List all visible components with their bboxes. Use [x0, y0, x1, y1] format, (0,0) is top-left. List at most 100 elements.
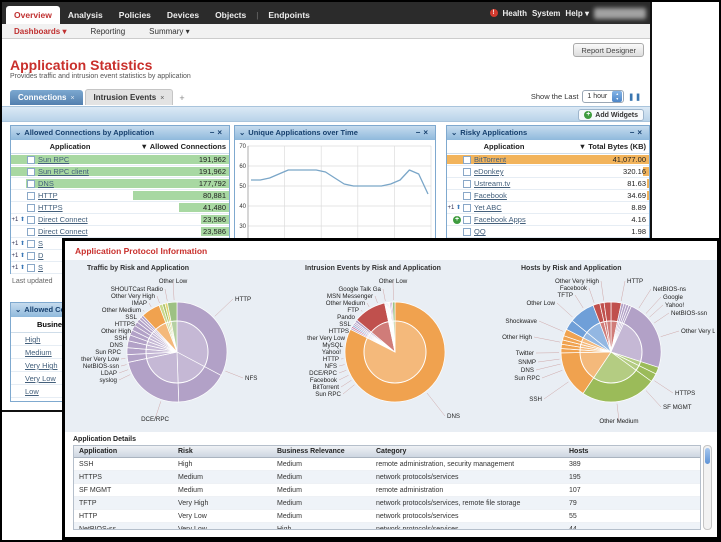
row-checkbox[interactable]	[27, 239, 35, 248]
row-checkbox[interactable]	[463, 227, 471, 236]
nav-tab-devices[interactable]: Devices	[166, 10, 200, 20]
application-link[interactable]: Direct Connect	[38, 227, 88, 236]
application-link[interactable]: Facebook Apps	[474, 215, 526, 224]
row-checkbox[interactable]	[463, 203, 471, 212]
nav-tab-endpoints[interactable]: Endpoints	[268, 10, 310, 20]
svg-text:DCE/RPC: DCE/RPC	[309, 370, 337, 377]
svg-text:40: 40	[239, 204, 246, 210]
application-protocol-popup: Application Protocol Information Traffic…	[62, 238, 720, 540]
application-link[interactable]: Sun RPC	[38, 155, 70, 164]
row-checkbox[interactable]	[463, 191, 471, 200]
nav-item-health[interactable]: Health	[502, 8, 527, 18]
time-range-label: Show the Last	[530, 92, 579, 101]
application-link[interactable]: HTTP	[38, 191, 58, 200]
username-redacted[interactable]	[594, 7, 646, 19]
collapse-icon[interactable]: ⌄	[451, 128, 458, 137]
row-checkbox[interactable]	[463, 155, 471, 164]
widget-toolbar: + Add Widgets	[2, 106, 650, 122]
sort-column-header[interactable]: ▼ Allowed Connections	[140, 142, 226, 151]
row-checkbox[interactable]	[27, 155, 35, 164]
application-link[interactable]: D	[38, 251, 44, 260]
svg-text:DCE/RPC: DCE/RPC	[141, 416, 169, 423]
application-link[interactable]: S	[38, 239, 44, 248]
table-header: Application ▼ Total Bytes (KB)	[447, 140, 649, 154]
application-link[interactable]: BitTorrent	[474, 155, 507, 164]
scrollbar-thumb[interactable]	[705, 448, 710, 464]
details-cell: HTTPS	[79, 474, 102, 481]
application-link[interactable]: Facebook	[474, 191, 507, 200]
details-cell: network protocols/services, remote file …	[376, 500, 521, 507]
business-relevance-link[interactable]: Medium	[25, 348, 52, 357]
close-tab-icon[interactable]: ×	[160, 95, 165, 102]
business-relevance-link[interactable]: High	[25, 335, 41, 344]
details-column-header: Business Relevance	[277, 448, 345, 455]
svg-text:NFS: NFS	[245, 375, 257, 382]
collapse-icon[interactable]: ⌄	[239, 128, 246, 137]
add-widgets-button[interactable]: + Add Widgets	[578, 109, 644, 121]
row-checkbox[interactable]	[27, 203, 35, 212]
details-cell: SF MGMT	[79, 487, 112, 494]
application-link[interactable]: Sun RPC client	[38, 167, 89, 176]
collapse-icon[interactable]: ⌄	[15, 305, 22, 314]
svg-text:DNS: DNS	[110, 342, 123, 349]
application-link[interactable]: DNS	[38, 179, 54, 188]
nav-item-help[interactable]: Help ▾	[565, 8, 589, 18]
collapse-icon[interactable]: ⌄	[15, 128, 22, 137]
details-scrollbar[interactable]	[703, 445, 712, 530]
row-checkbox[interactable]	[463, 215, 471, 224]
business-relevance-link[interactable]: Very High	[25, 361, 58, 370]
widget-controls[interactable]: −×	[415, 128, 431, 137]
nav-tab-objects[interactable]: Objects	[215, 10, 247, 20]
application-link[interactable]: HTTPS	[38, 203, 63, 212]
details-row: TFTP Very High Medium network protocols/ser…	[74, 497, 700, 510]
business-relevance-link[interactable]: Low	[25, 387, 39, 396]
row-checkbox[interactable]	[27, 227, 35, 236]
details-cell: 195	[569, 474, 581, 481]
nav-item-system[interactable]: System	[531, 8, 561, 18]
pie-title: Traffic by Risk and Application	[87, 265, 190, 272]
details-cell: network protocols/services	[376, 526, 459, 530]
application-link[interactable]: QQ	[474, 227, 486, 236]
close-tab-icon[interactable]: ×	[70, 95, 75, 102]
report-designer-button[interactable]: Report Designer	[573, 43, 644, 57]
subnav-item-reporting[interactable]: Reporting	[90, 26, 126, 36]
application-link[interactable]: S	[38, 263, 44, 272]
widget-controls[interactable]: −×	[209, 128, 225, 137]
application-link[interactable]: eDonkey	[474, 167, 504, 176]
business-relevance-link[interactable]: Very Low	[25, 374, 56, 383]
svg-text:HTTP: HTTP	[627, 278, 643, 285]
time-range-select[interactable]: 1 hour ▴ ▾	[582, 90, 625, 103]
details-cell: NetBIOS-ss	[79, 526, 116, 530]
row-value: 80,881	[203, 191, 226, 200]
tab-connections[interactable]: Connections ×	[10, 90, 83, 105]
row-checkbox[interactable]	[27, 167, 35, 176]
row-checkbox[interactable]	[27, 251, 35, 260]
application-link[interactable]: Ustream.tv	[474, 179, 511, 188]
svg-text:30: 30	[239, 224, 246, 230]
nav-tab-overview[interactable]: Overview	[6, 6, 60, 24]
row-checkbox[interactable]	[27, 215, 35, 224]
row-checkbox[interactable]	[463, 179, 471, 188]
row-checkbox[interactable]	[463, 167, 471, 176]
row-checkbox[interactable]	[27, 191, 35, 200]
svg-text:SF MGMT: SF MGMT	[663, 404, 692, 411]
row-checkbox[interactable]	[27, 263, 35, 272]
time-range-control: Show the Last 1 hour ▴ ▾ ❚❚	[531, 90, 642, 103]
nav-tab-analysis[interactable]: Analysis	[67, 10, 103, 20]
pause-icon[interactable]: ❚❚	[628, 93, 642, 101]
subnav-item-dashboards[interactable]: Dashboards ▾	[14, 26, 67, 36]
tab-intrusion-events[interactable]: Intrusion Events ×	[84, 89, 174, 105]
compound-row-icon: +1 ⬆	[447, 205, 461, 211]
application-link[interactable]: Direct Connect	[38, 215, 88, 224]
subnav-item-summary[interactable]: Summary ▾	[149, 26, 190, 36]
nav-divider: |	[256, 11, 259, 20]
row-value: 81.63	[627, 179, 646, 188]
sort-column-header[interactable]: ▼ Total Bytes (KB)	[578, 142, 646, 151]
new-tab-icon[interactable]: +	[179, 93, 185, 103]
nav-tab-policies[interactable]: Policies	[118, 10, 151, 20]
table-row: Sun RPC client 191,962	[11, 166, 229, 178]
row-checkbox[interactable]	[27, 179, 35, 188]
application-link[interactable]: Yet ABC	[474, 203, 502, 212]
widget-controls[interactable]: −×	[629, 128, 645, 137]
